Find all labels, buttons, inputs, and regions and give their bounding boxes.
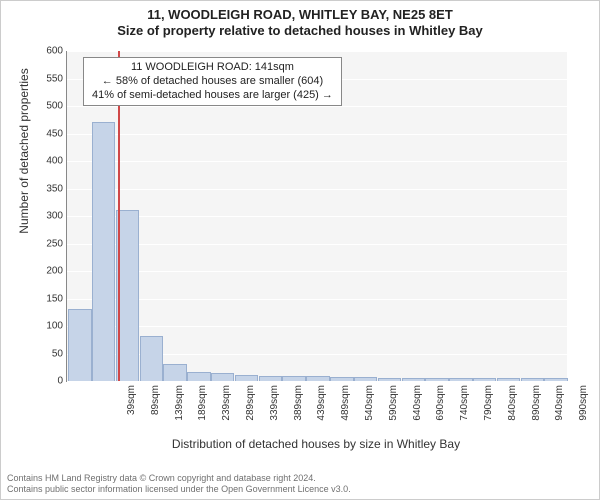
gridline-h bbox=[67, 381, 567, 382]
bar bbox=[211, 373, 234, 381]
xtick-label: 640sqm bbox=[412, 385, 423, 435]
xtick-label: 289sqm bbox=[245, 385, 256, 435]
bar bbox=[282, 376, 305, 381]
attribution-block: Contains HM Land Registry data © Crown c… bbox=[7, 473, 351, 495]
bar bbox=[306, 376, 329, 381]
xtick-label: 339sqm bbox=[269, 385, 280, 435]
ytick-label: 350 bbox=[46, 183, 63, 194]
chart-title-line2: Size of property relative to detached ho… bbox=[1, 23, 599, 39]
gridline-h bbox=[67, 189, 567, 190]
ytick-label: 600 bbox=[46, 46, 63, 57]
bar bbox=[235, 375, 258, 382]
xtick-label: 840sqm bbox=[507, 385, 518, 435]
xtick-label: 540sqm bbox=[364, 385, 375, 435]
bar bbox=[425, 378, 448, 381]
attribution-line2: Contains public sector information licen… bbox=[7, 484, 351, 495]
ytick-label: 500 bbox=[46, 101, 63, 112]
bar bbox=[140, 336, 163, 381]
gridline-h bbox=[67, 271, 567, 272]
bar bbox=[378, 378, 401, 381]
bar bbox=[497, 378, 520, 381]
ytick-label: 0 bbox=[57, 376, 63, 387]
xtick-label: 439sqm bbox=[316, 385, 327, 435]
ytick-label: 400 bbox=[46, 156, 63, 167]
title-block: 11, WOODLEIGH ROAD, WHITLEY BAY, NE25 8E… bbox=[1, 1, 599, 38]
gridline-h bbox=[67, 161, 567, 162]
xtick-label: 489sqm bbox=[340, 385, 351, 435]
xtick-label: 239sqm bbox=[221, 385, 232, 435]
bar bbox=[163, 364, 186, 382]
bar bbox=[92, 122, 115, 382]
chart-title-line1: 11, WOODLEIGH ROAD, WHITLEY BAY, NE25 8E… bbox=[1, 7, 599, 23]
bar bbox=[354, 377, 377, 381]
ytick-label: 100 bbox=[46, 321, 63, 332]
gridline-h bbox=[67, 299, 567, 300]
gridline-h bbox=[67, 51, 567, 52]
info-box: 11 WOODLEIGH ROAD: 141sqm ← 58% of detac… bbox=[83, 57, 342, 106]
info-box-line2: ← 58% of detached houses are smaller (60… bbox=[92, 75, 333, 89]
bar bbox=[187, 372, 210, 381]
bar bbox=[402, 378, 425, 381]
ytick-label: 450 bbox=[46, 128, 63, 139]
ytick-label: 200 bbox=[46, 266, 63, 277]
ytick-label: 550 bbox=[46, 73, 63, 84]
xtick-label: 790sqm bbox=[483, 385, 494, 435]
bar bbox=[330, 377, 353, 381]
xtick-label: 189sqm bbox=[197, 385, 208, 435]
attribution-line1: Contains HM Land Registry data © Crown c… bbox=[7, 473, 351, 484]
y-axis-title: Number of detached properties bbox=[17, 0, 31, 316]
bar bbox=[259, 376, 282, 381]
bar bbox=[68, 309, 91, 382]
xtick-label: 940sqm bbox=[554, 385, 565, 435]
bar bbox=[521, 378, 544, 381]
x-axis-title: Distribution of detached houses by size … bbox=[66, 437, 566, 451]
gridline-h bbox=[67, 216, 567, 217]
xtick-label: 890sqm bbox=[531, 385, 542, 435]
info-box-line1: 11 WOODLEIGH ROAD: 141sqm bbox=[92, 61, 333, 75]
bar bbox=[449, 378, 472, 381]
gridline-h bbox=[67, 326, 567, 327]
info-box-line3: 41% of semi-detached houses are larger (… bbox=[92, 89, 333, 103]
gridline-h bbox=[67, 244, 567, 245]
plot-area: 05010015020025030035040045050055060039sq… bbox=[66, 51, 567, 382]
ytick-label: 50 bbox=[52, 348, 63, 359]
ytick-label: 150 bbox=[46, 293, 63, 304]
xtick-label: 690sqm bbox=[435, 385, 446, 435]
xtick-label: 139sqm bbox=[174, 385, 185, 435]
bar bbox=[544, 378, 567, 381]
ytick-label: 300 bbox=[46, 211, 63, 222]
xtick-label: 990sqm bbox=[578, 385, 589, 435]
gridline-h bbox=[67, 134, 567, 135]
chart-container: 11, WOODLEIGH ROAD, WHITLEY BAY, NE25 8E… bbox=[0, 0, 600, 500]
xtick-label: 89sqm bbox=[150, 385, 161, 435]
bar bbox=[473, 378, 496, 381]
xtick-label: 389sqm bbox=[293, 385, 304, 435]
xtick-label: 740sqm bbox=[459, 385, 470, 435]
xtick-label: 39sqm bbox=[126, 385, 137, 435]
xtick-label: 590sqm bbox=[388, 385, 399, 435]
ytick-label: 250 bbox=[46, 238, 63, 249]
